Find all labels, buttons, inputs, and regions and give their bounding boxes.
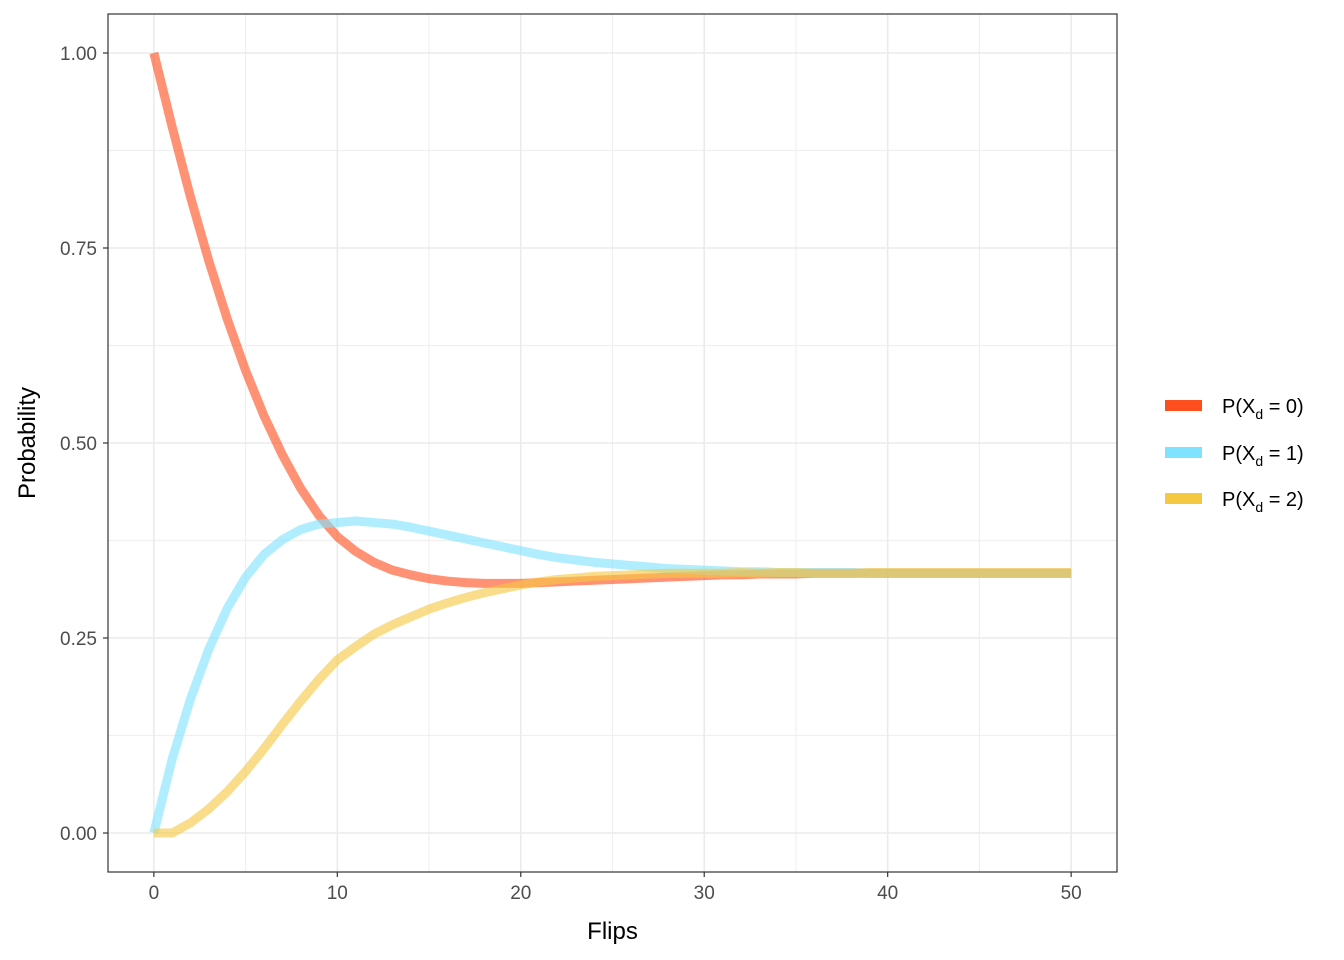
- x-tick-label: 0: [149, 883, 160, 904]
- y-tick-label: 0.75: [60, 239, 97, 260]
- legend: P(Xd = 0) P(Xd = 1) P(Xd = 2): [1165, 396, 1304, 515]
- grid-lines: [108, 14, 1117, 872]
- y-tick-label: 0.25: [60, 629, 97, 650]
- y-axis-title: Probability: [14, 387, 41, 499]
- x-tick-label: 40: [877, 883, 898, 904]
- x-tick-label: 30: [694, 883, 715, 904]
- legend-label-0: P(Xd = 0): [1222, 396, 1304, 422]
- legend-label-1: P(Xd = 1): [1222, 443, 1304, 469]
- legend-label-2: P(Xd = 2): [1222, 489, 1304, 515]
- series-line-2: [153, 567, 1072, 838]
- legend-key-2: [1165, 493, 1202, 504]
- y-tick-label: 0.50: [60, 434, 97, 455]
- x-axis-title: Flips: [587, 918, 638, 945]
- y-tick-label: 0.00: [60, 824, 97, 845]
- series-lines: [149, 51, 1072, 838]
- y-tick-label: 1.00: [60, 44, 97, 65]
- legend-key-0: [1165, 400, 1202, 411]
- axes: 0 10 20 30 40 50 0.00 0.25 0.50 0.75 1.00: [60, 44, 1082, 904]
- x-tick-label: 20: [510, 883, 531, 904]
- x-tick-label: 10: [327, 883, 348, 904]
- x-tick-label: 50: [1061, 883, 1082, 904]
- legend-key-1: [1165, 447, 1202, 458]
